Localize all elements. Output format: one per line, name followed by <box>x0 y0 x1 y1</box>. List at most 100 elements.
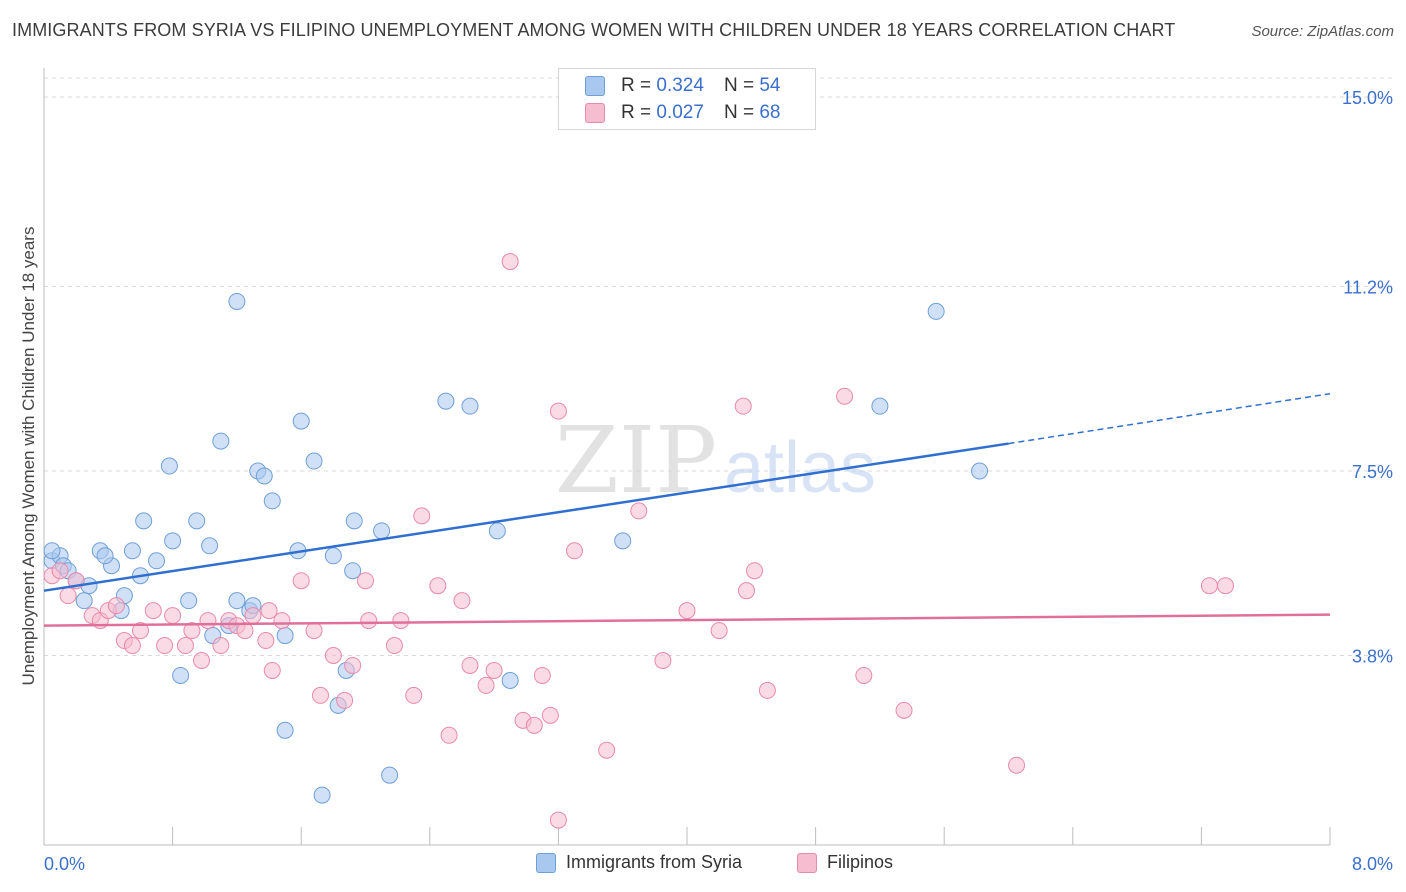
syria-point <box>228 292 246 310</box>
filipino-point <box>533 666 551 684</box>
legend-swatch-syria <box>536 852 556 873</box>
filipino-point <box>734 397 752 415</box>
filipino-point <box>156 637 174 655</box>
syria-point <box>373 522 391 540</box>
syria-point <box>188 512 206 530</box>
watermark: ZIP atlas <box>555 407 876 514</box>
legend-row-syria: R = 0.324 N = 54 <box>585 75 780 97</box>
filipino-point <box>244 607 262 625</box>
syria-point <box>324 547 342 565</box>
axes <box>43 68 1331 846</box>
filipino-point <box>324 647 342 665</box>
filipino-point <box>305 622 323 640</box>
filipino-point <box>461 656 479 674</box>
filipino-point <box>501 253 519 271</box>
filipino-point <box>746 562 764 580</box>
syria-trend-extension <box>1008 392 1331 445</box>
filipino-point <box>263 661 281 679</box>
syria-point <box>871 397 889 415</box>
filipino-point <box>123 637 141 655</box>
filipino-point <box>199 612 217 630</box>
filipino-point <box>107 597 125 615</box>
y-tick-label: 15.0% <box>1342 88 1393 108</box>
filipino-point <box>385 637 403 655</box>
y-tick-label: 11.2% <box>1343 277 1393 297</box>
legend-n-value: 54 <box>759 75 781 96</box>
legend-r-value: 0.324 <box>656 75 704 96</box>
filipino-point <box>429 577 447 595</box>
syria-point <box>135 512 153 530</box>
filipino-point <box>336 691 354 709</box>
filipino-point <box>678 602 696 620</box>
filipino-point <box>895 701 913 719</box>
syria-point <box>614 532 632 550</box>
legend-label-syria: Immigrants from Syria <box>566 852 743 872</box>
syria-point <box>148 552 166 570</box>
filipino-point <box>292 572 310 590</box>
filipino-point <box>541 706 559 724</box>
filipino-trend-line <box>43 613 1331 627</box>
syria-point <box>255 467 273 485</box>
filipino-point <box>193 651 211 669</box>
syria-point <box>75 592 93 610</box>
syria-point <box>263 492 281 510</box>
source-label: Source: ZipAtlas.com <box>1251 23 1394 40</box>
legend-label-filipino: Filipinos <box>827 852 894 872</box>
filipino-point <box>260 602 278 620</box>
filipino-point <box>236 622 254 640</box>
syria-point <box>276 627 294 645</box>
filipino-point <box>737 582 755 600</box>
grid-lines <box>44 77 1392 657</box>
filipino-point <box>598 741 616 759</box>
x-tick-label: 8.0% <box>1352 854 1393 874</box>
syria-point <box>43 542 61 560</box>
filipino-point <box>51 562 69 580</box>
filipino-point <box>360 612 378 630</box>
syria-point <box>228 592 246 610</box>
legend-item-filipino: Filipinos <box>797 852 893 873</box>
syria-point <box>437 392 455 410</box>
filipino-point <box>525 716 543 734</box>
legend-row-filipino: R = 0.027 N = 68 <box>585 102 780 124</box>
syria-point <box>180 592 198 610</box>
x-tick-label: 0.0% <box>44 854 85 874</box>
syria-trend-line <box>43 442 1009 592</box>
syria-point <box>501 671 519 689</box>
filipino-point <box>485 661 503 679</box>
syria-point <box>488 522 506 540</box>
syria-point <box>971 462 989 480</box>
filipino-point <box>440 726 458 744</box>
syria-point <box>201 537 219 555</box>
stats-legend: R = 0.324 N = 54 R = 0.027 N = 68 <box>558 68 816 130</box>
syria-point <box>381 766 399 784</box>
filipino-point <box>144 602 162 620</box>
filipino-point <box>59 587 77 605</box>
syria-point <box>305 452 323 470</box>
syria-point <box>164 532 182 550</box>
filipino-point <box>344 656 362 674</box>
filipino-point <box>357 572 374 590</box>
filipino-point <box>176 637 194 655</box>
legend-item-syria: Immigrants from Syria <box>536 852 742 873</box>
legend-n-label: N = <box>723 102 755 123</box>
y-tick-label: 3.8% <box>1352 647 1393 667</box>
syria-point <box>212 432 230 450</box>
legend-swatch-filipino <box>797 852 817 873</box>
syria-point <box>313 786 331 804</box>
legend-r-value: 0.027 <box>656 102 704 123</box>
filipino-point <box>565 542 583 560</box>
filipino-point <box>392 612 410 630</box>
filipino-point <box>183 622 201 640</box>
filipino-point <box>836 387 854 405</box>
watermark-zip: ZIP <box>555 407 717 514</box>
filipino-point <box>453 592 471 610</box>
filipino-point <box>477 676 495 694</box>
y-tick-label: 7.5% <box>1352 462 1393 482</box>
legend-r-label: R = <box>621 102 652 123</box>
filipino-point <box>311 686 329 704</box>
legend-n-label: N = <box>723 75 755 96</box>
filipino-point <box>257 632 275 650</box>
series-legend: Immigrants from Syria Filipinos <box>0 852 1406 878</box>
legend-swatch-filipino <box>585 103 605 123</box>
filipino-point <box>1200 577 1218 595</box>
